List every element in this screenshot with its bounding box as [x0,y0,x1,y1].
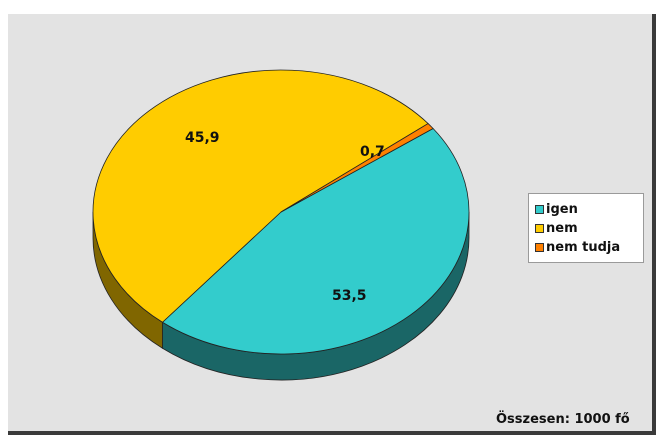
pie-slice-nem [92,69,429,323]
legend-swatch-igen [535,205,544,214]
data-label-nem: 53,5 [332,288,367,304]
legend-label-nem: nem [546,221,578,236]
legend-item-igen: igen [535,200,643,219]
total-respondents: Összesen: 1000 fő [496,412,630,427]
pie-slices [92,69,470,355]
pie-slice-igen [161,128,470,355]
pie-slice-nem-tudja [280,123,434,213]
data-label-nem-tudja: 0,7 [360,144,385,160]
legend-item-nem: nem [535,219,643,238]
legend-label-igen: igen [546,202,578,217]
data-label-igen: 45,9 [185,130,220,146]
pie-labels: 45,9 53,5 0,7 [185,130,385,304]
legend: igen nem nem tudja [528,193,644,263]
legend-item-nem-tudja: nem tudja [535,238,643,257]
legend-swatch-nem-tudja [535,243,544,252]
legend-swatch-nem [535,224,544,233]
legend-label-nem-tudja: nem tudja [546,240,621,255]
